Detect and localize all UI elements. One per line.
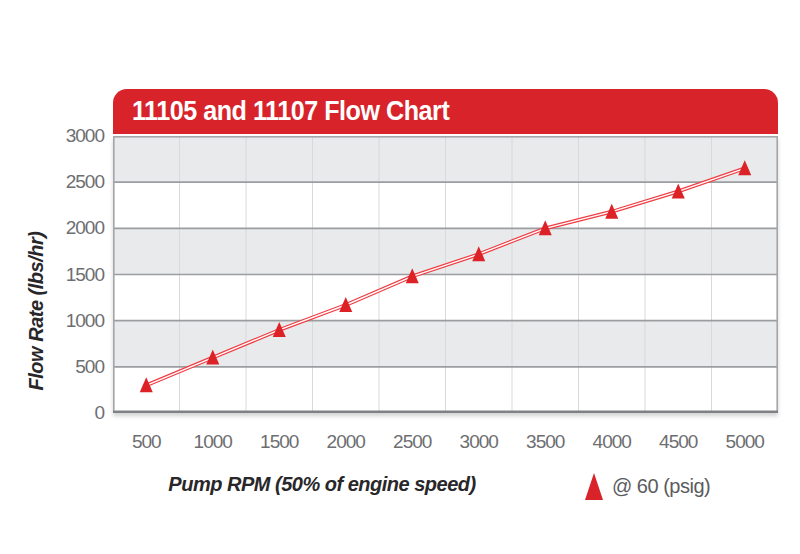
chart-title: 11105 and 11107 Flow Chart	[132, 96, 449, 127]
legend-label: @ 60 (psig)	[612, 475, 710, 498]
flow-chart-figure: 11105 and 11107 Flow Chart 3000250020001…	[0, 0, 800, 554]
x-tick-label: 5000	[703, 431, 787, 453]
legend: @ 60 (psig)	[585, 471, 710, 501]
chart-title-bar: 11105 and 11107 Flow Chart	[113, 89, 778, 134]
legend-triangle-icon	[585, 473, 603, 500]
flow-rate-line-chart	[113, 136, 778, 413]
y-axis-title: Flow Rate (lbs/hr)	[25, 185, 51, 437]
plot-area	[113, 136, 778, 413]
y-tick-label: 3000	[28, 125, 104, 147]
x-axis-title: Pump RPM (50% of engine speed)	[162, 473, 482, 496]
